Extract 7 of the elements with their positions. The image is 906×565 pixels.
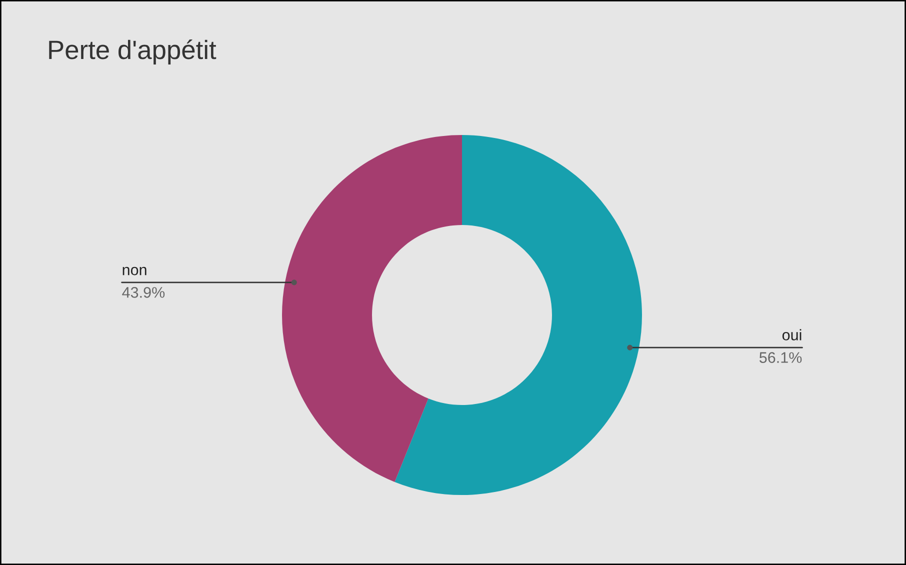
donut-slice: [394, 135, 642, 495]
data-label: 43.9%: [122, 287, 165, 298]
slice-label: non: [122, 266, 146, 276]
slice-label: oui: [782, 329, 802, 340]
donut-slice: [282, 135, 462, 482]
data-label: 56.1%: [759, 352, 802, 363]
chart-title: Perte d'appétit: [49, 40, 216, 64]
